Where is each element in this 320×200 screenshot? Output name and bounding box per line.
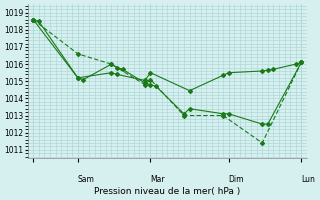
Text: Mar: Mar <box>150 175 165 184</box>
X-axis label: Pression niveau de la mer( hPa ): Pression niveau de la mer( hPa ) <box>94 187 240 196</box>
Text: Dim: Dim <box>229 175 244 184</box>
Text: Sam: Sam <box>78 175 95 184</box>
Text: Lun: Lun <box>301 175 315 184</box>
